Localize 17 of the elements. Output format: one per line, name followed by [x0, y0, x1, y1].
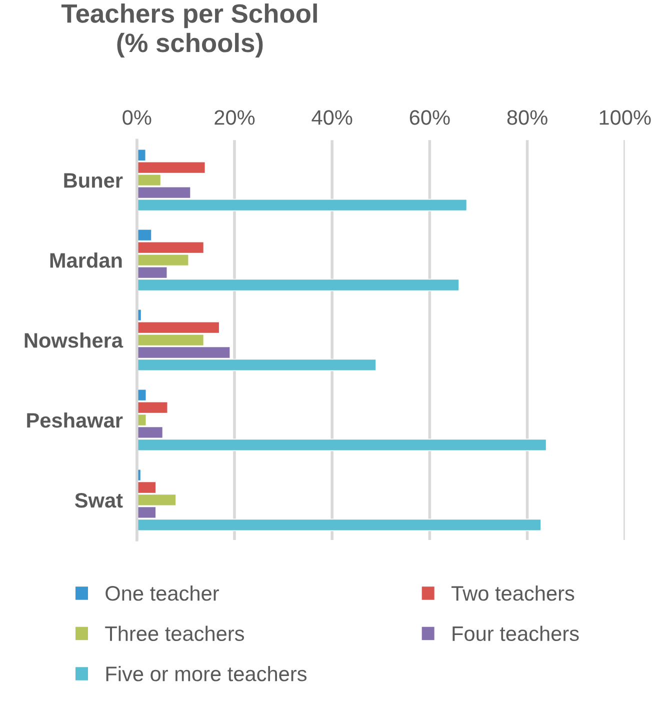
x-tick-label: 60% — [410, 110, 450, 125]
legend-label: Five or more teachers — [106, 666, 307, 682]
legend-label: Two teachers — [451, 585, 574, 601]
x-tick-label: 0% — [122, 110, 152, 125]
x-tick-label: 20% — [214, 110, 255, 125]
legend-label: Four teachers — [452, 626, 579, 642]
x-tick-label: 100% — [600, 110, 651, 125]
legend-label: One teacher — [106, 585, 219, 601]
x-tick-label: 80% — [507, 110, 548, 125]
x-tick-label: 40% — [312, 110, 352, 125]
y-tick-label: Buner — [64, 173, 123, 188]
y-tick-label: Mardan — [50, 252, 122, 268]
y-tick-label: Peshawar — [27, 412, 123, 428]
chart-title: Teachers per School (% schools) — [61, 4, 317, 58]
y-tick-label: Swat — [74, 492, 123, 508]
y-tick-label: Nowshera — [24, 332, 124, 348]
legend-label: Three teachers — [105, 626, 244, 642]
